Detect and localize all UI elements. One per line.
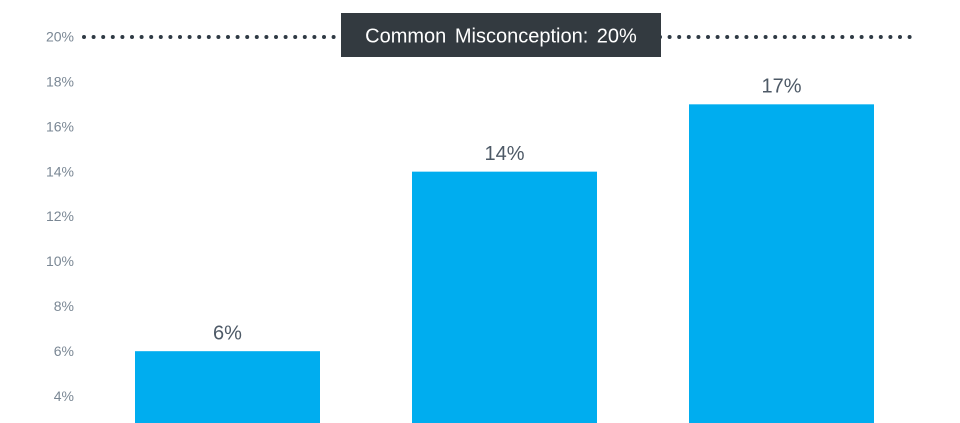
value-label: 6% xyxy=(213,322,242,344)
y-tick-label: 10% xyxy=(46,253,74,269)
bar xyxy=(135,351,320,423)
y-tick-label: 18% xyxy=(46,74,74,90)
value-label: 14% xyxy=(484,143,524,165)
y-tick-label: 12% xyxy=(46,208,74,224)
annotation-box xyxy=(341,13,661,57)
bar xyxy=(689,104,874,423)
y-tick-label: 4% xyxy=(54,388,74,404)
y-tick-label: 6% xyxy=(54,343,74,359)
y-tick-label: 20% xyxy=(46,29,74,45)
value-label: 17% xyxy=(761,76,801,98)
y-tick-label: 8% xyxy=(54,298,74,314)
annotation-label: Common Misconception: 20% xyxy=(365,25,637,47)
bar xyxy=(412,171,597,423)
y-tick-label: 16% xyxy=(46,118,74,134)
y-tick-label: 14% xyxy=(46,163,74,179)
